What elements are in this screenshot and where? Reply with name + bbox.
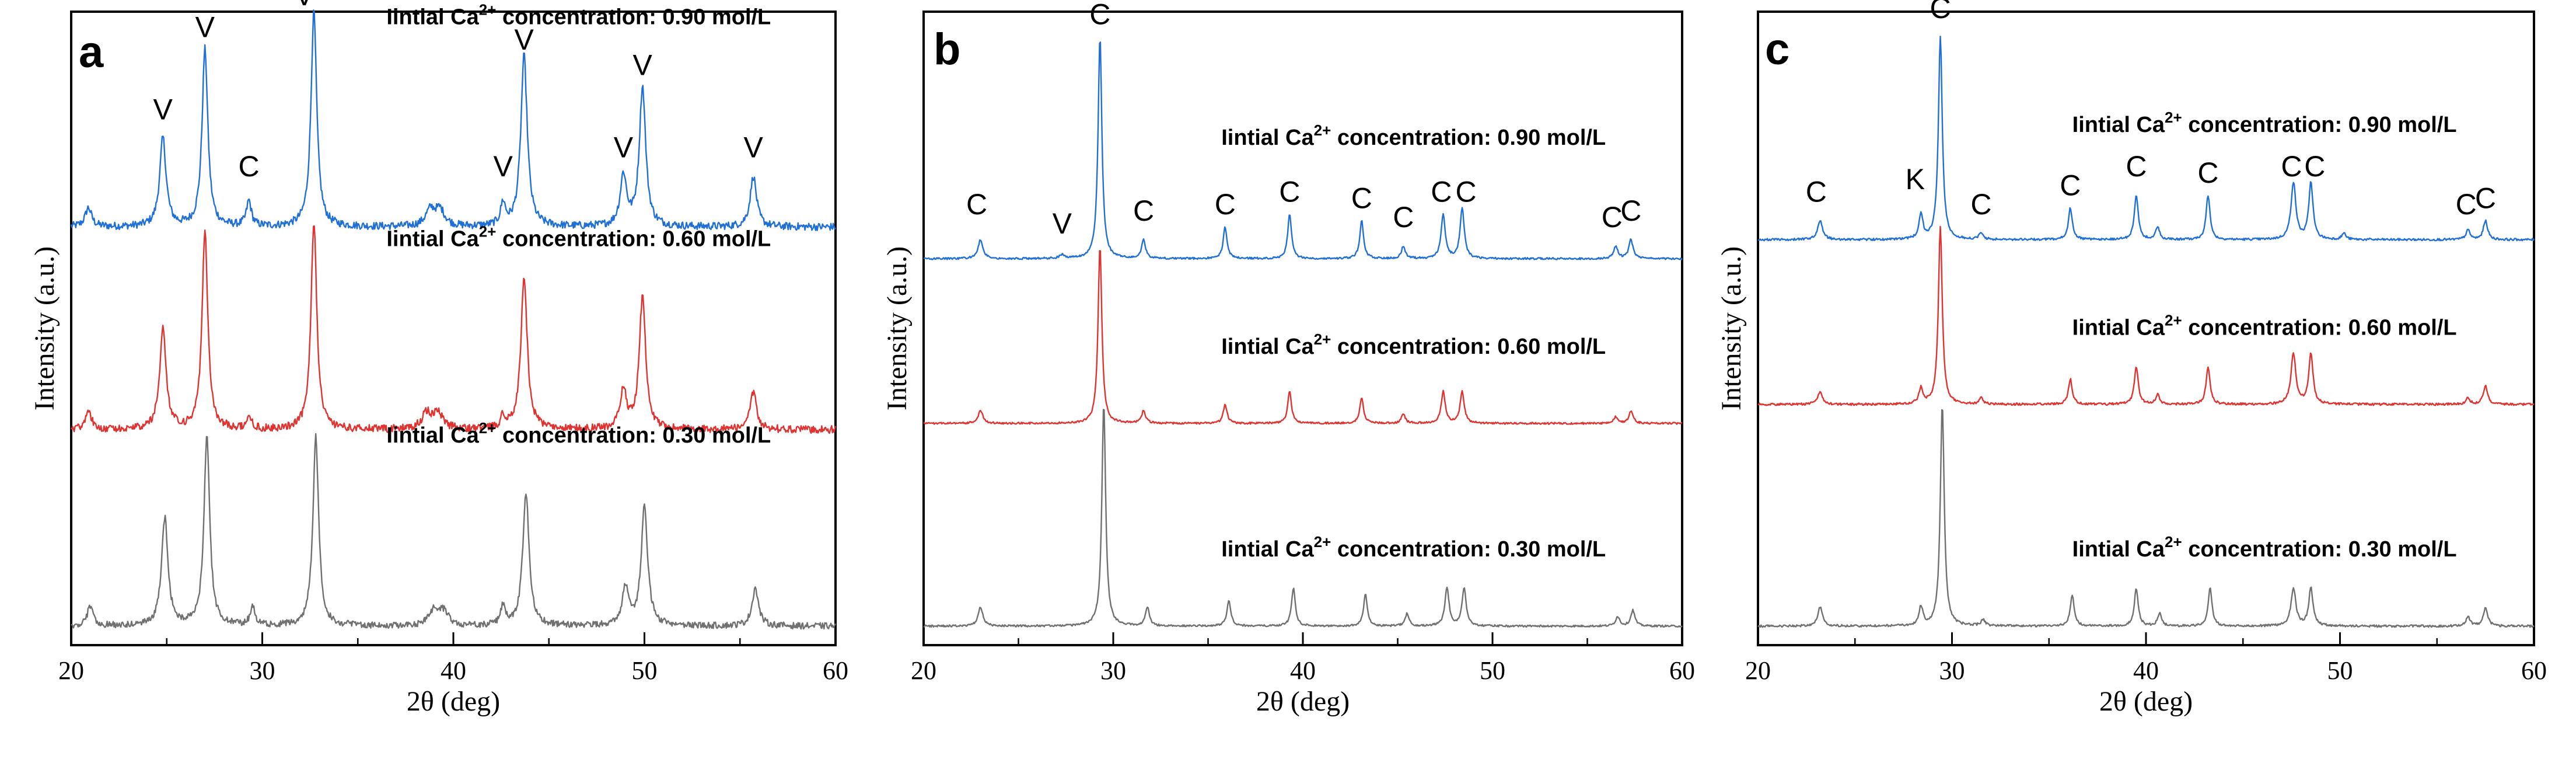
peak-label: C [2475,182,2496,214]
y-axis-title: Intensity (a.u.) [1716,246,1747,410]
peak-label: C [1133,194,1154,227]
peak-label: V [295,0,314,12]
x-tick-label: 50 [1480,656,1505,685]
peak-label: V [195,11,215,43]
xrd-series-line [1757,225,2535,406]
peak-label: C [2126,150,2147,183]
peak-label: C [2304,150,2325,183]
peak-label: K [1906,163,1925,196]
peak-label: C [2060,169,2081,202]
peak-label: C [966,188,987,221]
panel-a: 20 30 40 50 60 2θ (deg) Intensity (a.u.) a V V C V V… [29,0,848,717]
y-axis-title: Intensity (a.u.) [29,246,60,410]
x-tick-label: 50 [632,656,658,685]
x-tick-label: 30 [250,656,275,685]
series-annotation: Iintial Ca2+ concentration: 0.60 mol/L [386,222,771,251]
peak-label: C [1970,188,1991,221]
peak-label: C [1431,176,1452,208]
series-annotation: Iintial Ca2+ concentration: 0.90 mol/L [1221,121,1606,150]
peak-label: V [493,150,513,183]
peak-label: C [1089,0,1110,31]
peak-label: C [2456,188,2477,221]
peak-label: C [1351,182,1372,214]
peak-label: C [1393,201,1414,234]
peak-label: C [239,150,260,183]
x-axis-title: 2θ (deg) [2099,686,2193,717]
series-annotation: Iintial Ca2+ concentration: 0.60 mol/L [1221,330,1606,359]
x-tick-label: 60 [1669,656,1695,685]
panel-letter: b [934,25,960,74]
peak-label: C [1602,201,1623,234]
x-tick-label: 50 [2327,656,2353,685]
x-axis-title: 2θ (deg) [407,686,500,717]
x-tick-label: 30 [1100,656,1126,685]
panel-letter: c [1765,25,1789,74]
x-tick-label: 60 [823,656,848,685]
x-tick-label: 40 [441,656,466,685]
peak-label: C [2197,156,2218,189]
x-axis-title: 2θ (deg) [1256,686,1350,717]
x-tick-label: 20 [58,656,84,685]
xrd-series-line [71,433,837,630]
xrd-series-line [71,225,837,434]
xrd-series-line [1757,36,2535,242]
series-annotation: Iintial Ca2+ concentration: 0.30 mol/L [1221,533,1606,562]
series-annotation: Iintial Ca2+ concentration: 0.30 mol/L [386,419,771,448]
x-tick-label: 20 [911,656,936,685]
series-annotation: Iintial Ca2+ concentration: 0.60 mol/L [2072,311,2457,340]
xrd-series-line [923,409,1683,628]
xrd-series-line [1757,409,2535,628]
peak-label: C [1930,0,1951,25]
series-annotation: Iintial Ca2+ concentration: 0.90 mol/L [386,1,771,30]
x-tick-label: 40 [2133,656,2159,685]
xrd-series-line [923,41,1683,260]
peak-label: C [1455,176,1476,208]
peak-label: C [1806,176,1827,208]
peak-label: V [1053,207,1072,240]
peak-label: V [743,131,763,164]
panel-letter: a [79,27,104,77]
y-axis-title: Intensity (a.u.) [882,246,913,410]
xrd-series-line [923,250,1683,425]
peak-label: V [514,23,534,56]
x-tick-label: 60 [2521,656,2547,685]
peak-label: C [1620,194,1641,227]
peak-label: C [1215,188,1236,221]
xrd-series-line [70,9,837,231]
x-tick-label: 30 [1939,656,1965,685]
peak-label: V [153,93,173,126]
peak-label: C [2281,150,2302,183]
series-annotation: Iintial Ca2+ concentration: 0.90 mol/L [2072,109,2457,137]
peak-label: C [1279,176,1300,208]
series-annotation: Iintial Ca2+ concentration: 0.30 mol/L [2072,533,2457,562]
peak-label: V [633,49,653,82]
x-tick-label: 20 [1745,656,1771,685]
x-tick-label: 40 [1290,656,1316,685]
peak-label: V [614,131,634,164]
